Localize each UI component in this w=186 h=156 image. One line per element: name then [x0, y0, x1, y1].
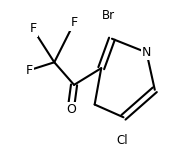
Text: N: N	[142, 46, 151, 59]
Text: O: O	[66, 103, 76, 116]
Text: F: F	[29, 22, 36, 35]
Text: F: F	[70, 17, 78, 29]
Text: F: F	[26, 64, 33, 77]
Text: Cl: Cl	[116, 134, 128, 147]
Text: Br: Br	[102, 9, 115, 22]
